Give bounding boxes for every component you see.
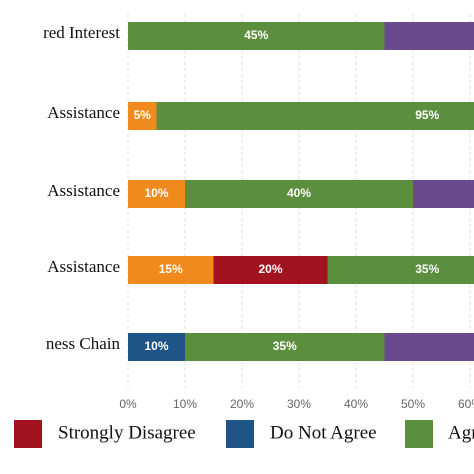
bar-segment	[384, 333, 474, 361]
x-tick-label: 40%	[344, 397, 368, 411]
x-tick-label: 60%	[458, 397, 474, 411]
value-label: 5%	[134, 108, 152, 122]
legend-swatch	[226, 420, 254, 448]
category-label: Assistance	[47, 181, 120, 200]
bar-segment	[128, 180, 185, 208]
value-label: 95%	[415, 108, 439, 122]
x-tick-label: 20%	[230, 397, 254, 411]
x-tick-label: 30%	[287, 397, 311, 411]
x-tick-label: 0%	[119, 397, 137, 411]
bar-segment	[156, 102, 474, 130]
x-tick-label: 50%	[401, 397, 425, 411]
category-label: Assistance	[47, 103, 120, 122]
bar-segment	[128, 22, 385, 50]
value-label: 10%	[144, 339, 168, 353]
value-label: 35%	[415, 262, 439, 276]
category-label: red Interest	[43, 23, 120, 42]
bar-segment	[384, 22, 474, 50]
value-label: 10%	[144, 186, 168, 200]
bar-segment	[413, 180, 474, 208]
value-label: 15%	[159, 262, 183, 276]
legend-label: Agree	[448, 422, 474, 443]
legend-swatch	[14, 420, 42, 448]
bar-segment	[213, 256, 328, 284]
value-label: 45%	[244, 28, 268, 42]
category-label: ness Chain	[46, 334, 121, 353]
x-tick-label: 10%	[173, 397, 197, 411]
value-label: 35%	[273, 339, 297, 353]
bar-segment	[128, 256, 214, 284]
legend-swatch	[405, 420, 433, 448]
category-label: Assistance	[47, 257, 120, 276]
value-label: 40%	[287, 186, 311, 200]
legend-label: Strongly Disagree	[58, 422, 196, 443]
bar-segment	[185, 180, 413, 208]
bar-segment	[185, 333, 385, 361]
legend-label: Do Not Agree	[270, 422, 377, 443]
value-label: 20%	[258, 262, 282, 276]
bar-segment	[128, 333, 185, 361]
bar-segment	[327, 256, 474, 284]
bar-segment	[128, 102, 157, 130]
